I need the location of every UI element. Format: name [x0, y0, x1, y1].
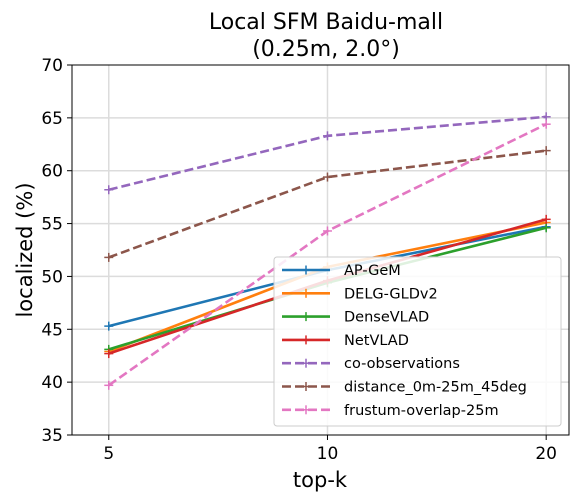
- legend-label: NetVLAD: [344, 333, 409, 349]
- y-tick-label: 45: [41, 320, 63, 340]
- legend-label: AP-GeM: [344, 263, 401, 279]
- x-tick-label: 5: [103, 444, 114, 464]
- plot-frame: [71, 64, 570, 436]
- y-tick-label: 70: [41, 56, 63, 76]
- series-frustum-overlap-25m: [104, 119, 551, 390]
- y-tick-label: 35: [41, 426, 63, 446]
- chart-title-line1: Local SFM Baidu-mall: [209, 10, 443, 35]
- legend: AP-GeM DELG-GLDv2 DenseVLAD NetVLAD co-obser…: [273, 256, 562, 427]
- legend-label: co-observations: [344, 356, 460, 372]
- x-tick-label: 20: [535, 444, 557, 464]
- y-axis-label: localized (%): [13, 182, 37, 317]
- legend-label: frustum-overlap-25m: [344, 403, 499, 419]
- y-tick-label: 50: [41, 267, 63, 287]
- y-tick-label: 65: [41, 109, 63, 129]
- y-tick-label: 60: [41, 162, 63, 182]
- grid: [72, 65, 569, 435]
- x-tick-label: 10: [317, 444, 339, 464]
- axis-ticks: 35 40 45 50 55 60 65 70 5 10 20: [41, 56, 557, 464]
- legend-label: distance_0m-25m_45deg: [344, 380, 527, 396]
- legend-label: DenseVLAD: [344, 310, 429, 326]
- series-co-observations: [104, 112, 551, 195]
- y-tick-label: 40: [41, 373, 63, 393]
- y-tick-label: 55: [41, 215, 63, 235]
- legend-label: DELG-GLDv2: [344, 286, 438, 302]
- chart-title-line2: (0.25m, 2.0°): [252, 37, 400, 62]
- legend-box: [273, 256, 562, 427]
- x-axis-label: top-k: [293, 468, 348, 492]
